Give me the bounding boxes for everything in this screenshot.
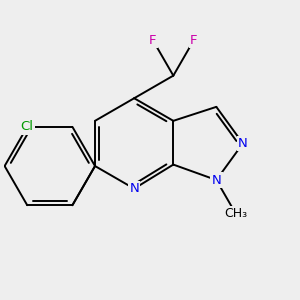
Text: N: N: [238, 137, 248, 150]
Text: N: N: [212, 173, 221, 187]
Text: CH₃: CH₃: [224, 207, 247, 220]
Text: F: F: [149, 34, 157, 47]
Text: Cl: Cl: [21, 120, 34, 134]
Text: N: N: [129, 182, 139, 195]
Text: F: F: [190, 34, 197, 47]
